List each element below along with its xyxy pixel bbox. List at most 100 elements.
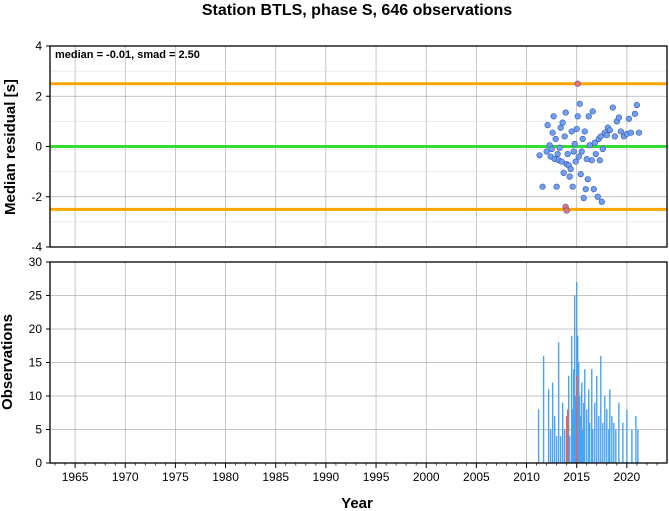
observation-bar [618,402,620,463]
outlier-observation-bar [576,375,578,463]
observation-bar [626,409,628,463]
residual-point [585,113,592,120]
residual-point [549,129,556,136]
residual-point [627,129,634,136]
observation-bar [553,416,556,463]
residual-point [584,176,591,183]
observation-bar [596,375,598,463]
observation-bar [547,389,550,463]
residual-point [536,152,543,159]
observation-bar [568,436,571,463]
year-tick-label: 1975 [162,470,189,484]
residual-y-tick-label: 4 [35,39,42,53]
residual-point [583,155,590,163]
observation-bar [542,355,545,463]
stats-annotation: median = -0.01, smad = 2.50 [55,49,200,61]
observation-bar [637,429,639,463]
residual-point [566,173,573,180]
residual-point [572,158,579,165]
observation-bar [537,409,540,463]
year-x-ticks: 1965 1970 1975 1980 1985 1990 1995 2000 2005 2010… [54,463,658,484]
residual-y-tick-label: 0 [35,140,42,154]
observation-bar [589,422,591,463]
residual-point [558,158,565,165]
year-tick-label: 2000 [413,470,440,484]
residual-y-ticks: 4 2 0 -2 -4 [31,39,50,254]
residual-point [577,171,584,178]
observation-bar [561,402,564,463]
year-tick-label: 2005 [463,470,490,484]
observation-bar [611,416,613,463]
observation-bar [586,409,588,463]
residual-point [574,113,581,120]
residual-point [559,119,566,126]
observations-y-tick-label: 10 [29,389,43,403]
residual-point [561,133,568,140]
observations-y-tick-label: 25 [29,289,43,303]
observations-bars [537,282,639,463]
residual-point [578,148,585,155]
observation-bar [580,416,582,463]
outlier-observation-bar [565,416,568,463]
residual-point [579,135,586,143]
year-tick-label: 2010 [513,470,540,484]
residual-points [536,80,643,214]
observation-bar [582,429,584,463]
residual-point [573,125,580,133]
outlier-point [563,207,570,214]
observation-bar [592,429,594,463]
observation-bar [572,369,575,463]
observations-y-tick-label: 5 [35,423,42,437]
year-tick-label: 1970 [112,470,139,484]
year-tick-label: 1990 [313,470,340,484]
observation-bar [555,436,558,463]
residual-point [544,122,551,129]
residual-point [553,183,560,190]
residual-point [611,133,618,140]
residual-point [571,140,578,148]
observation-bar [549,429,552,463]
residual-point [568,128,575,135]
observation-bar [622,422,624,463]
residual-point [596,157,603,164]
residual-point [550,113,557,120]
residual-point [589,108,596,115]
residual-point [581,128,588,135]
residual-point [590,186,597,193]
year-tick-label: 1965 [62,470,89,484]
observations-y-axis-label: Observations [0,314,16,410]
observation-bar [635,416,637,463]
residual-point [603,132,610,139]
observation-bar [578,362,580,463]
outlier-point [574,80,581,87]
residual-point [580,194,587,202]
observation-bar [631,429,633,463]
observation-bar [598,416,600,463]
observation-bar [604,396,606,463]
residual-point [615,114,622,121]
residual-point [635,129,643,136]
residual-y-axis-label: Median residual [s] [2,79,19,215]
residual-y-tick-label: -2 [31,190,42,204]
residual-point [567,166,574,173]
year-tick-label: 2020 [614,470,641,484]
observation-bar [594,402,596,463]
observation-bar [602,422,604,463]
observation-bar [613,422,615,463]
residual-point [599,145,606,153]
observation-bar [606,409,608,463]
residual-point [598,198,605,205]
residual-point [556,144,563,151]
outlier-observation-bar [566,409,569,463]
observation-bar [575,396,577,463]
residual-point [594,193,601,200]
year-tick-label: 2015 [563,470,590,484]
residual-point [597,133,604,140]
residual-point [617,128,624,135]
residual-point [564,150,571,158]
observation-bar [579,396,581,463]
residual-point [633,101,641,109]
year-tick-label: 1985 [262,470,289,484]
observations-y-tick-label: 15 [29,356,43,370]
